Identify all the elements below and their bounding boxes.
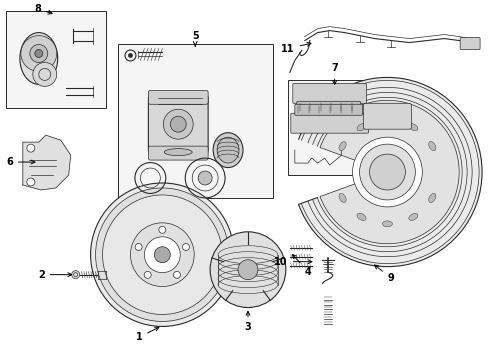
Ellipse shape [338,141,346,151]
Circle shape [210,232,285,307]
Text: 3: 3 [244,311,251,332]
Circle shape [27,178,35,186]
Ellipse shape [20,32,58,84]
Text: 11: 11 [281,42,310,54]
Circle shape [135,243,142,251]
Text: 7: 7 [330,63,337,85]
Polygon shape [23,135,71,190]
Text: 5: 5 [191,31,198,46]
Circle shape [170,116,186,132]
FancyBboxPatch shape [290,113,368,133]
Circle shape [173,271,180,278]
Ellipse shape [217,137,239,163]
Circle shape [352,137,422,207]
Circle shape [163,109,193,139]
Wedge shape [319,100,458,244]
Circle shape [72,271,80,279]
Circle shape [144,271,151,278]
Ellipse shape [213,133,243,167]
Ellipse shape [428,141,435,151]
Circle shape [198,171,212,185]
Circle shape [21,36,57,71]
Circle shape [95,188,228,321]
Circle shape [90,183,234,327]
FancyBboxPatch shape [292,84,366,103]
Bar [287,80,382,175]
Text: 6: 6 [6,157,35,167]
Circle shape [35,50,42,58]
Circle shape [30,45,48,62]
Circle shape [359,144,414,200]
Text: 1: 1 [135,327,159,342]
FancyBboxPatch shape [459,37,479,50]
Ellipse shape [408,213,417,220]
Circle shape [238,260,258,280]
FancyBboxPatch shape [148,90,208,104]
Text: 8: 8 [34,4,52,14]
Circle shape [369,154,405,190]
Circle shape [159,226,165,233]
FancyBboxPatch shape [294,104,362,115]
Circle shape [33,62,57,86]
Ellipse shape [356,213,366,220]
Ellipse shape [382,221,392,227]
Ellipse shape [164,149,192,156]
FancyBboxPatch shape [363,103,410,129]
Circle shape [154,247,170,263]
Circle shape [102,195,222,315]
FancyBboxPatch shape [296,101,360,113]
Ellipse shape [408,123,417,131]
Circle shape [130,223,194,287]
Bar [6,11,105,108]
Circle shape [182,243,189,251]
Text: 2: 2 [38,270,72,280]
Text: 4: 4 [292,255,311,276]
Ellipse shape [338,193,346,202]
Circle shape [144,237,180,273]
FancyBboxPatch shape [148,94,208,154]
FancyBboxPatch shape [148,146,208,160]
Wedge shape [298,77,481,267]
Ellipse shape [428,193,435,202]
Ellipse shape [356,123,366,131]
Text: 10: 10 [274,257,311,267]
Bar [118,44,272,198]
Text: 9: 9 [374,265,393,283]
Ellipse shape [382,117,392,123]
Circle shape [27,144,35,152]
Circle shape [128,54,132,58]
